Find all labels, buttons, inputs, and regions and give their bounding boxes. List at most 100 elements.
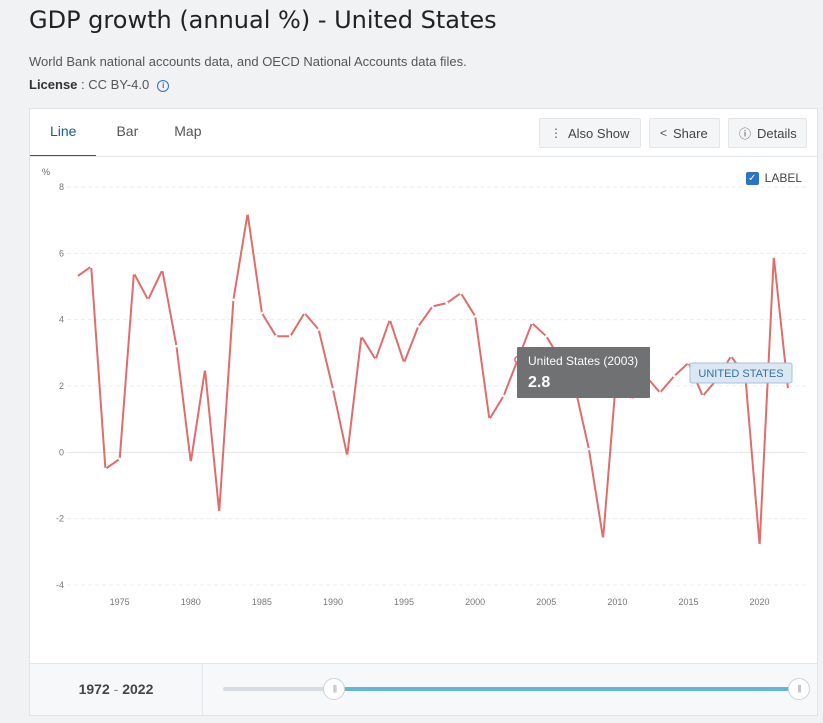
data-point xyxy=(701,394,704,398)
license-separator: : xyxy=(77,77,89,92)
data-point xyxy=(459,291,463,295)
x-tick-label: 1980 xyxy=(181,597,201,607)
x-tick-label: 1990 xyxy=(323,597,343,607)
data-point xyxy=(260,311,264,315)
data-point xyxy=(473,315,477,318)
data-point xyxy=(502,394,505,398)
data-point xyxy=(388,318,392,321)
data-point xyxy=(89,265,93,268)
data-point xyxy=(217,510,221,514)
data-point xyxy=(360,334,363,338)
data-point xyxy=(587,447,591,451)
range-handle-start[interactable]: ||| xyxy=(323,678,346,700)
data-point xyxy=(758,543,761,547)
data-point xyxy=(729,354,733,358)
license-value: CC BY-4.0 xyxy=(88,77,150,92)
data-point xyxy=(658,391,662,394)
range-handle-end[interactable]: ||| xyxy=(788,678,810,700)
x-tick-label: 2010 xyxy=(607,597,627,607)
details-label: Details xyxy=(757,125,797,141)
data-point xyxy=(488,417,491,421)
range-separator: - xyxy=(109,681,123,697)
data-point xyxy=(146,298,150,302)
details-button[interactable]: ⓘ Details xyxy=(728,118,807,148)
x-tick-label: 1995 xyxy=(394,597,414,607)
data-point xyxy=(530,321,534,325)
chart-toolbar: ⋮ Also Show < Share ⓘ Details xyxy=(539,118,807,148)
page-title: GDP growth (annual %) - United States xyxy=(29,6,497,34)
data-point xyxy=(274,334,278,338)
data-point xyxy=(132,271,136,275)
data-point xyxy=(544,334,548,338)
y-axis-unit: % xyxy=(42,167,50,177)
tab-bar[interactable]: Bar xyxy=(116,123,139,139)
data-point xyxy=(772,255,776,258)
tooltip-box xyxy=(517,347,650,398)
data-point xyxy=(416,325,420,328)
tab-line[interactable]: Line xyxy=(30,109,97,157)
x-tick-label: 2015 xyxy=(678,597,698,607)
x-tick-label: 2005 xyxy=(536,597,556,607)
source-note: World Bank national accounts data, and O… xyxy=(29,54,467,69)
y-tick-label: -4 xyxy=(56,580,64,590)
y-tick-label: 2 xyxy=(59,381,64,391)
data-point xyxy=(317,328,321,331)
chart-card: Line Bar Map ⋮ Also Show < Share ⓘ Detai… xyxy=(29,108,818,716)
also-show-label: Also Show xyxy=(568,125,630,141)
data-point xyxy=(601,537,605,540)
data-point xyxy=(232,298,235,302)
y-tick-label: 6 xyxy=(59,248,64,258)
data-point xyxy=(431,305,434,308)
share-label: Share xyxy=(673,125,708,141)
data-point xyxy=(104,467,107,471)
data-point xyxy=(118,457,121,461)
data-point xyxy=(175,344,178,348)
data-point xyxy=(687,361,690,365)
share-icon: < xyxy=(660,126,668,140)
y-tick-label: -2 xyxy=(56,514,64,524)
chart-tabs: Line Bar Map xyxy=(30,109,220,157)
range-footer: 1972 - 2022 ||| ||| xyxy=(30,663,817,715)
label-checkbox[interactable]: ✓ xyxy=(745,171,759,185)
tooltip-title: United States (2003) xyxy=(528,354,638,368)
data-point xyxy=(374,358,377,361)
range-to: 2022 xyxy=(122,681,154,697)
x-tick-label: 2000 xyxy=(465,597,485,607)
y-tick-label: 4 xyxy=(59,315,64,325)
data-point xyxy=(161,268,164,272)
data-point xyxy=(289,334,292,338)
data-point xyxy=(246,212,249,215)
license-label: License xyxy=(29,77,78,92)
data-point xyxy=(630,397,633,401)
data-point xyxy=(445,301,449,305)
tooltip-value: 2.8 xyxy=(528,374,550,391)
line-chart: % 8 6 4 2 0 -2 -4 1975 1980 1985 1990 1995 2000 2005 20… xyxy=(42,167,806,607)
x-tick-label: 1975 xyxy=(110,597,130,607)
x-tick-label: 1985 xyxy=(252,597,272,607)
tab-divider xyxy=(30,156,817,157)
data-point xyxy=(75,275,79,278)
also-show-button[interactable]: ⋮ Also Show xyxy=(539,118,641,148)
label-toggle-text: LABEL xyxy=(764,171,802,185)
share-button[interactable]: < Share xyxy=(649,118,720,148)
year-range: 1972 - 2022 xyxy=(30,664,203,715)
data-point xyxy=(189,460,193,464)
tab-map[interactable]: Map xyxy=(174,123,202,139)
label-toggle[interactable]: ✓ LABEL xyxy=(745,171,802,185)
data-point xyxy=(303,311,306,315)
series-label-box xyxy=(689,362,793,384)
y-tick-label: 0 xyxy=(59,447,64,457)
license-line: License : CC BY-4.0 i xyxy=(29,77,170,92)
info-circle-icon: ⓘ xyxy=(739,126,752,141)
more-vertical-icon: ⋮ xyxy=(550,126,562,140)
data-point xyxy=(786,388,790,391)
series-label-text: UNITED STATES xyxy=(698,368,783,380)
series-line xyxy=(76,212,789,547)
data-point xyxy=(402,361,406,365)
data-point xyxy=(672,374,676,378)
range-from: 1972 xyxy=(78,681,110,697)
info-icon[interactable]: i xyxy=(157,80,170,92)
x-tick-label: 2020 xyxy=(750,597,770,607)
data-point xyxy=(203,368,207,371)
range-slider-fill xyxy=(334,687,799,691)
